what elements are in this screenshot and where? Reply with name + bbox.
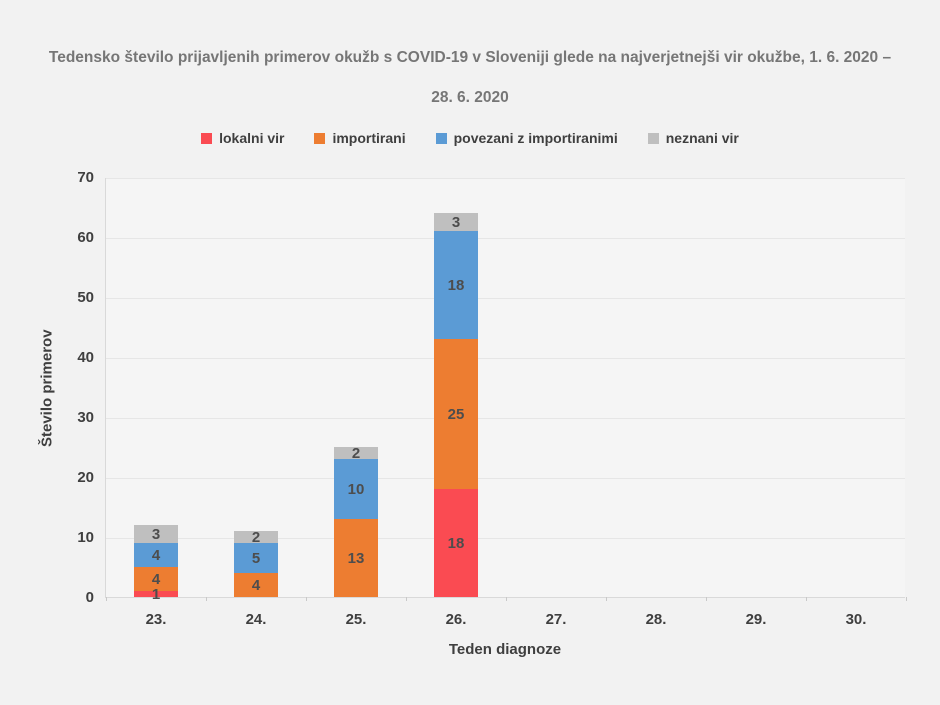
gridline-y-40 xyxy=(106,357,905,359)
x-tick-label-28: 28. xyxy=(645,611,667,628)
legend-label-lokalni-vir: lokalni vir xyxy=(219,130,285,146)
gridline-y-60 xyxy=(106,237,905,239)
legend-swatch-importirani xyxy=(314,132,326,144)
segment-value-label: 18 xyxy=(447,534,465,552)
legend-swatch-povezani-z-importiranimi xyxy=(435,132,447,144)
legend-item-lokalni-vir: lokalni vir xyxy=(201,130,284,146)
chart-title-line2: 28. 6. 2020 xyxy=(431,89,509,106)
bar-segment-lokalni-vir-week-26: 18 xyxy=(434,489,478,597)
legend-label-neznani-vir: neznani vir xyxy=(665,130,739,146)
y-tick-label-40: 40 xyxy=(77,349,94,366)
x-tick-label-25: 25. xyxy=(345,611,367,628)
legend-item-povezani-z-importiranimi: povezani z importiranimi xyxy=(435,130,618,146)
bar-segment-importirani-week-24: 4 xyxy=(234,573,278,597)
y-tick-label-0: 0 xyxy=(85,589,94,606)
segment-value-label: 2 xyxy=(351,444,361,462)
bar-segment-neznani-vir-week-26: 3 xyxy=(434,213,478,231)
bar-segment-neznani-vir-week-23: 3 xyxy=(134,525,178,543)
segment-value-label: 18 xyxy=(447,276,465,294)
legend-label-povezani-z-importiranimi: povezani z importiranimi xyxy=(453,130,618,146)
legend-swatch-neznani-vir xyxy=(647,132,659,144)
x-tick-label-29: 29. xyxy=(745,611,767,628)
x-tick-mark-0 xyxy=(106,597,107,601)
y-tick-label-30: 30 xyxy=(77,409,94,426)
segment-value-label: 25 xyxy=(447,405,465,423)
legend-item-importirani: importirani xyxy=(314,130,406,146)
segment-value-label: 4 xyxy=(151,546,161,564)
x-tick-label-26: 26. xyxy=(445,611,467,628)
gridline-y-70 xyxy=(106,178,905,179)
bar-week-24: 2 5 4 xyxy=(206,528,306,597)
segment-value-label: 10 xyxy=(347,480,365,498)
plot-area: 0 10 20 30 40 50 60 70 3 4 4 1 23. 2 5 4 24. 2 10 13 25. 3 18 2… xyxy=(77,169,907,628)
x-tick-label-23: 23. xyxy=(145,611,167,628)
x-tick-mark-7 xyxy=(806,597,807,601)
segment-value-label: 3 xyxy=(451,213,461,231)
x-tick-mark-4 xyxy=(506,597,507,601)
bar-week-25: 2 10 13 xyxy=(306,444,406,597)
bar-segment-importirani-week-25: 13 xyxy=(334,519,378,597)
y-tick-label-10: 10 xyxy=(77,529,94,546)
gridline-y-20 xyxy=(106,477,905,479)
x-tick-mark-2 xyxy=(306,597,307,601)
x-tick-mark-6 xyxy=(706,597,707,601)
chart-legend: lokalni vir importirani povezani z importi… xyxy=(0,130,940,146)
bar-segment-lokalni-vir-week-23: 1 xyxy=(134,587,178,602)
y-tick-label-70: 70 xyxy=(77,169,94,186)
x-tick-label-24: 24. xyxy=(245,611,267,628)
gridline-y-10 xyxy=(106,537,905,539)
bar-segment-povezani-z-importiranimi-week-26: 18 xyxy=(434,231,478,339)
legend-item-neznani-vir: neznani vir xyxy=(647,130,739,146)
x-tick-mark-1 xyxy=(206,597,207,601)
x-axis-title: Teden diagnoze xyxy=(448,641,562,658)
chart-title-line1: Tedensko število prijavljenih primerov o… xyxy=(48,49,892,66)
segment-value-label: 13 xyxy=(347,549,365,567)
segment-value-label: 2 xyxy=(251,528,261,546)
bar-week-26: 3 18 25 18 xyxy=(406,213,506,597)
bar-segment-povezani-z-importiranimi-week-25: 10 xyxy=(334,459,378,519)
bar-segment-povezani-z-importiranimi-week-24: 5 xyxy=(234,543,278,573)
gridline-y-30 xyxy=(106,417,905,419)
segment-value-label: 4 xyxy=(151,570,161,588)
x-tick-label-27: 27. xyxy=(545,611,567,628)
gridline-y-50 xyxy=(106,297,905,299)
bar-segment-povezani-z-importiranimi-week-23: 4 xyxy=(134,543,178,567)
x-tick-label-30: 30. xyxy=(845,611,867,628)
x-tick-mark-8 xyxy=(906,597,907,601)
bar-segment-importirani-week-23: 4 xyxy=(134,567,178,591)
bar-segment-importirani-week-26: 25 xyxy=(434,339,478,489)
y-tick-label-20: 20 xyxy=(77,469,94,486)
y-tick-label-60: 60 xyxy=(77,229,94,246)
segment-value-label: 5 xyxy=(251,549,261,567)
segment-value-label: 4 xyxy=(251,576,261,594)
x-tick-mark-5 xyxy=(606,597,607,601)
bar-segment-neznani-vir-week-24: 2 xyxy=(234,528,278,546)
segment-value-label: 3 xyxy=(151,525,161,543)
segment-value-label: 1 xyxy=(151,585,161,603)
chart-title: Tedensko število prijavljenih primerov o… xyxy=(0,38,940,118)
legend-swatch-lokalni-vir xyxy=(201,132,213,144)
legend-label-importirani: importirani xyxy=(332,130,406,146)
x-tick-mark-3 xyxy=(406,597,407,601)
bar-segment-neznani-vir-week-25: 2 xyxy=(334,444,378,462)
y-tick-label-50: 50 xyxy=(77,289,94,306)
